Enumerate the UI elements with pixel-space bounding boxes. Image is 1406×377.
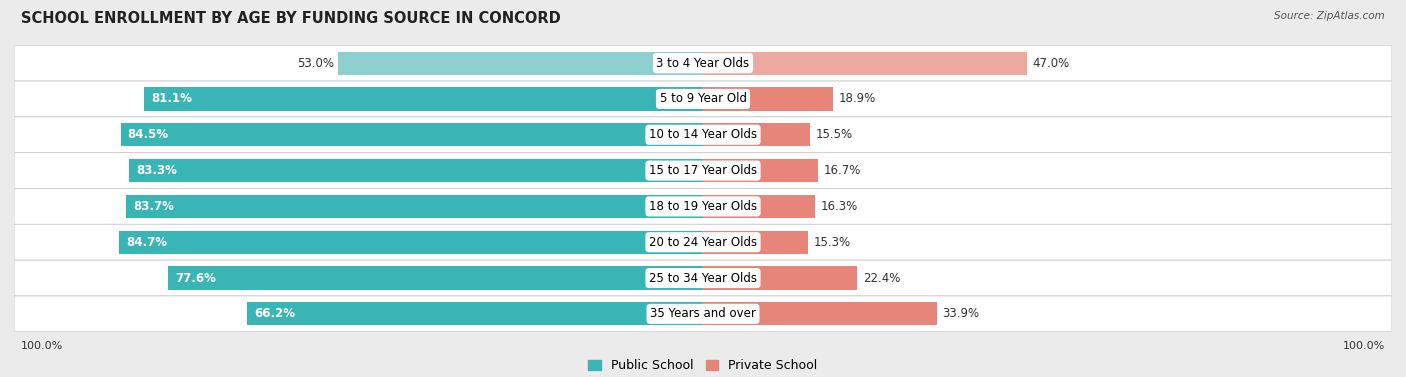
Text: 66.2%: 66.2% — [254, 307, 295, 320]
Text: 47.0%: 47.0% — [1032, 57, 1070, 70]
Text: 83.7%: 83.7% — [134, 200, 174, 213]
Bar — [127, 195, 703, 218]
Text: 84.7%: 84.7% — [127, 236, 167, 249]
FancyBboxPatch shape — [14, 296, 1392, 332]
Bar — [121, 123, 703, 146]
Text: 33.9%: 33.9% — [942, 307, 979, 320]
Text: 100.0%: 100.0% — [1343, 341, 1385, 351]
Text: 10 to 14 Year Olds: 10 to 14 Year Olds — [650, 128, 756, 141]
FancyBboxPatch shape — [14, 117, 1392, 153]
Text: 18.9%: 18.9% — [839, 92, 876, 106]
Text: 53.0%: 53.0% — [298, 57, 335, 70]
Text: 16.7%: 16.7% — [824, 164, 860, 177]
Bar — [703, 195, 815, 218]
FancyBboxPatch shape — [14, 224, 1392, 260]
Bar — [703, 87, 834, 110]
Text: 25 to 34 Year Olds: 25 to 34 Year Olds — [650, 271, 756, 285]
FancyBboxPatch shape — [14, 153, 1392, 188]
Bar — [703, 231, 808, 254]
Legend: Public School, Private School: Public School, Private School — [583, 354, 823, 377]
Bar — [703, 267, 858, 290]
Bar — [120, 231, 703, 254]
Text: 18 to 19 Year Olds: 18 to 19 Year Olds — [650, 200, 756, 213]
Bar — [169, 267, 703, 290]
FancyBboxPatch shape — [14, 45, 1392, 81]
FancyBboxPatch shape — [14, 188, 1392, 224]
Text: 15 to 17 Year Olds: 15 to 17 Year Olds — [650, 164, 756, 177]
Bar — [247, 302, 703, 325]
Text: 83.3%: 83.3% — [136, 164, 177, 177]
Bar — [145, 87, 703, 110]
Bar — [703, 123, 810, 146]
FancyBboxPatch shape — [14, 260, 1392, 296]
Text: 3 to 4 Year Olds: 3 to 4 Year Olds — [657, 57, 749, 70]
Bar — [703, 302, 936, 325]
Text: 35 Years and over: 35 Years and over — [650, 307, 756, 320]
Text: 77.6%: 77.6% — [176, 271, 217, 285]
FancyBboxPatch shape — [14, 81, 1392, 117]
Bar — [703, 159, 818, 182]
Text: 20 to 24 Year Olds: 20 to 24 Year Olds — [650, 236, 756, 249]
Text: 22.4%: 22.4% — [863, 271, 900, 285]
Text: 5 to 9 Year Old: 5 to 9 Year Old — [659, 92, 747, 106]
Text: 100.0%: 100.0% — [21, 341, 63, 351]
Text: 15.3%: 15.3% — [814, 236, 851, 249]
Bar — [337, 52, 703, 75]
Text: 15.5%: 15.5% — [815, 128, 852, 141]
Text: 84.5%: 84.5% — [128, 128, 169, 141]
Text: 81.1%: 81.1% — [152, 92, 193, 106]
Text: 16.3%: 16.3% — [821, 200, 858, 213]
Bar — [129, 159, 703, 182]
Text: SCHOOL ENROLLMENT BY AGE BY FUNDING SOURCE IN CONCORD: SCHOOL ENROLLMENT BY AGE BY FUNDING SOUR… — [21, 11, 561, 26]
Text: Source: ZipAtlas.com: Source: ZipAtlas.com — [1274, 11, 1385, 21]
Bar — [703, 52, 1026, 75]
